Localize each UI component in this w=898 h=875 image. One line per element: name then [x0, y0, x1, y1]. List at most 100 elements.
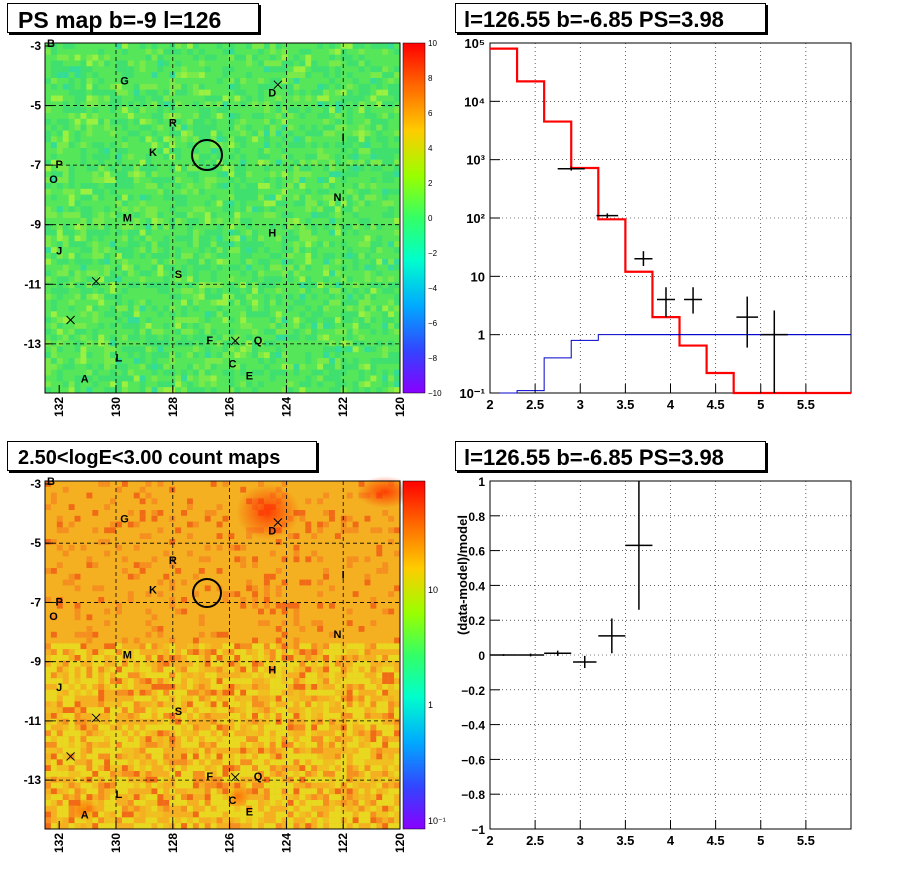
map-pixel: [92, 562, 99, 568]
map-pixel: [56, 54, 63, 61]
cross-marker: [91, 713, 101, 723]
map-pixel: [98, 60, 105, 67]
map-pixel: [287, 823, 294, 829]
map-pixel: [86, 276, 93, 283]
map-pixel: [334, 60, 341, 67]
map-pixel: [92, 247, 99, 253]
map-pixel: [317, 655, 324, 661]
map-pixel: [133, 811, 140, 818]
map-pixel: [376, 124, 383, 131]
map-pixel: [68, 521, 75, 528]
map-pixel: [45, 107, 51, 113]
map-pixel: [68, 684, 75, 690]
map-pixel: [340, 678, 347, 684]
source-label: E: [246, 371, 253, 383]
map-pixel: [121, 684, 128, 690]
map-pixel: [92, 194, 99, 201]
map-pixel: [275, 352, 282, 358]
map-pixel: [121, 805, 128, 812]
map-pixel: [252, 602, 258, 609]
map-pixel: [352, 253, 359, 259]
map-pixel: [80, 258, 87, 265]
map-pixel: [246, 311, 253, 318]
map-pixel: [169, 72, 176, 78]
map-pixel: [382, 369, 389, 376]
map-pixel: [175, 718, 182, 725]
map-pixel: [121, 148, 128, 154]
map-pixel: [127, 165, 134, 172]
map-pixel: [175, 568, 182, 574]
map-pixel: [92, 736, 99, 742]
map-pixel: [133, 89, 140, 96]
map-pixel: [334, 142, 341, 148]
map-pixel: [305, 282, 312, 288]
map-pixel: [358, 369, 365, 376]
map-pixel: [145, 153, 152, 160]
map-pixel: [358, 753, 365, 760]
map-pixel: [287, 223, 294, 230]
map-pixel: [376, 358, 383, 364]
map-pixel: [157, 223, 164, 230]
map-pixel: [74, 608, 81, 615]
map-pixel: [334, 346, 341, 353]
map-pixel: [323, 305, 329, 312]
map-pixel: [187, 223, 193, 230]
map-pixel: [329, 794, 335, 800]
map-pixel: [358, 142, 365, 148]
map-pixel: [192, 188, 199, 195]
map-pixel: [169, 684, 176, 690]
map-pixel: [376, 742, 383, 748]
map-pixel: [74, 655, 81, 661]
map-pixel: [68, 707, 75, 713]
map-pixel: [127, 794, 134, 800]
map-pixel: [222, 759, 229, 766]
map-pixel: [187, 142, 193, 148]
map-pixel: [382, 142, 389, 148]
map-pixel: [116, 776, 122, 783]
map-pixel: [181, 270, 187, 277]
map-pixel: [68, 89, 75, 96]
map-pixel: [175, 672, 182, 679]
map-pixel: [187, 130, 193, 137]
source-label: S: [175, 269, 182, 281]
map-pixel: [210, 212, 217, 218]
map-pixel: [370, 765, 377, 771]
residual-ticks: 2 2.5 3 3.5 4 4.5 5 5.510.80.60.40.20−0.2−0.4−0…: [461, 475, 815, 848]
map-pixel: [388, 78, 395, 84]
map-pixel: [252, 54, 258, 61]
map-pixel: [45, 759, 51, 766]
map-pixel: [258, 311, 264, 318]
map-pixel: [133, 177, 140, 183]
map-pixel: [340, 713, 347, 719]
map-pixel: [281, 352, 288, 358]
map-pixel: [110, 101, 116, 108]
map-pixel: [394, 695, 400, 702]
map-pixel: [157, 649, 164, 655]
map-pixel: [228, 206, 235, 213]
colorbar-label: 10: [428, 39, 437, 48]
x-tick-label: 4: [667, 833, 675, 848]
y-tick-label: 0: [478, 649, 485, 663]
map-pixel: [281, 742, 288, 748]
map-pixel: [281, 695, 288, 702]
map-pixel: [92, 83, 99, 90]
map-pixel: [127, 369, 134, 376]
map-pixel: [323, 352, 329, 358]
map-pixel: [334, 655, 341, 661]
map-pixel: [263, 107, 270, 113]
map-pixel: [216, 544, 223, 551]
map-pixel: [252, 823, 258, 829]
map-pixel: [281, 602, 288, 609]
map-pixel: [187, 730, 193, 737]
map-pixel: [317, 678, 324, 684]
map-pixel: [317, 527, 324, 534]
map-pixel: [204, 54, 211, 61]
map-pixel: [305, 171, 312, 178]
map-pixel: [86, 771, 93, 777]
map-pixel: [204, 130, 211, 137]
map-pixel: [317, 148, 324, 154]
map-pixel: [234, 212, 241, 218]
map-pixel: [346, 276, 353, 283]
map-pixel: [263, 718, 270, 725]
map-pixel: [234, 165, 241, 172]
